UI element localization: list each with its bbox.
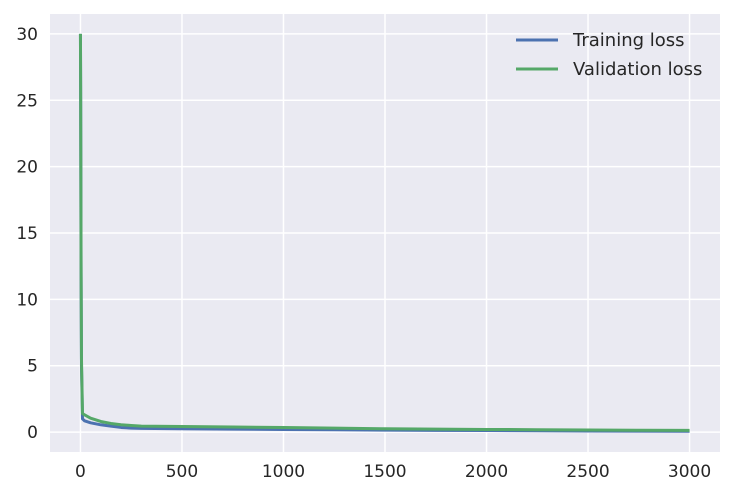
legend-label: Training loss xyxy=(572,30,685,51)
x-tick-label: 2000 xyxy=(465,462,508,482)
y-tick-label: 25 xyxy=(16,91,38,111)
x-axis: 0 500 1000 1500 2000 2500 3000 xyxy=(75,462,711,482)
x-tick-label: 1500 xyxy=(363,462,406,482)
x-tick-label: 3000 xyxy=(668,462,711,482)
y-tick-label: 5 xyxy=(27,357,38,377)
grid xyxy=(50,14,720,452)
series-line-validation-loss xyxy=(78,33,690,432)
y-tick-label: 0 xyxy=(27,423,38,443)
legend: Training loss Validation loss xyxy=(516,30,702,80)
series-layer xyxy=(78,33,690,433)
x-tick-label: 2500 xyxy=(566,462,609,482)
y-tick-label: 10 xyxy=(16,290,38,310)
x-tick-label: 500 xyxy=(166,462,198,482)
y-tick-label: 15 xyxy=(16,224,38,244)
y-tick-label: 20 xyxy=(16,158,38,178)
legend-label: Validation loss xyxy=(573,59,702,80)
x-tick-label: 0 xyxy=(75,462,86,482)
x-tick-label: 1000 xyxy=(262,462,305,482)
y-axis: 0 5 10 15 20 25 30 xyxy=(16,25,38,443)
y-tick-label: 30 xyxy=(16,25,38,45)
